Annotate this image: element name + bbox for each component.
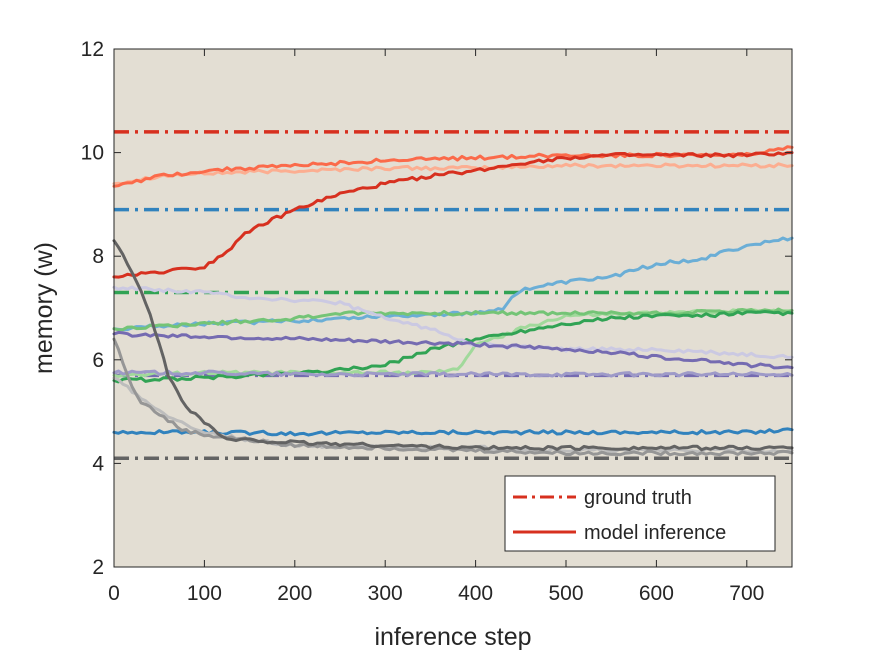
y-tick-label: 2 <box>92 556 104 579</box>
series-line-3 <box>112 236 794 332</box>
series-line-8 <box>112 285 794 360</box>
x-axis-ticks: 0 100 200 300 400 500 600 700 <box>108 49 764 605</box>
x-tick-label: 500 <box>548 582 583 605</box>
series-line-2 <box>112 151 794 279</box>
x-axis-label: inference step <box>374 623 531 651</box>
series-line-6 <box>112 307 794 332</box>
x-tick-label: 700 <box>729 582 764 605</box>
series-line-10 <box>112 330 794 370</box>
x-tick-label: 300 <box>368 582 403 605</box>
y-tick-label: 8 <box>92 245 104 268</box>
legend: ground truth model inference <box>504 475 776 552</box>
legend-ground-truth-label: ground truth <box>584 487 692 509</box>
plot-frame <box>113 48 793 568</box>
y-tick-label: 6 <box>92 349 104 372</box>
x-tick-label: 400 <box>458 582 493 605</box>
x-tick-label: 0 <box>108 582 120 605</box>
y-axis-ticks: 2 4 6 8 10 12 <box>81 38 792 579</box>
legend-box <box>504 475 776 552</box>
x-tick-label: 600 <box>639 582 674 605</box>
x-tick-label: 100 <box>187 582 222 605</box>
y-tick-label: 10 <box>81 142 104 165</box>
legend-model-inference-label: model inference <box>584 522 726 544</box>
series-line-4 <box>112 427 794 437</box>
series-line-0 <box>112 162 794 186</box>
y-tick-label: 4 <box>92 452 104 475</box>
x-tick-label: 200 <box>277 582 312 605</box>
series-line-13 <box>112 239 794 452</box>
y-tick-label: 12 <box>81 38 104 61</box>
inference-series <box>112 145 794 457</box>
y-axis-label: memory (w) <box>30 242 58 374</box>
series-line-5 <box>112 308 794 378</box>
series-line-9 <box>112 369 794 378</box>
